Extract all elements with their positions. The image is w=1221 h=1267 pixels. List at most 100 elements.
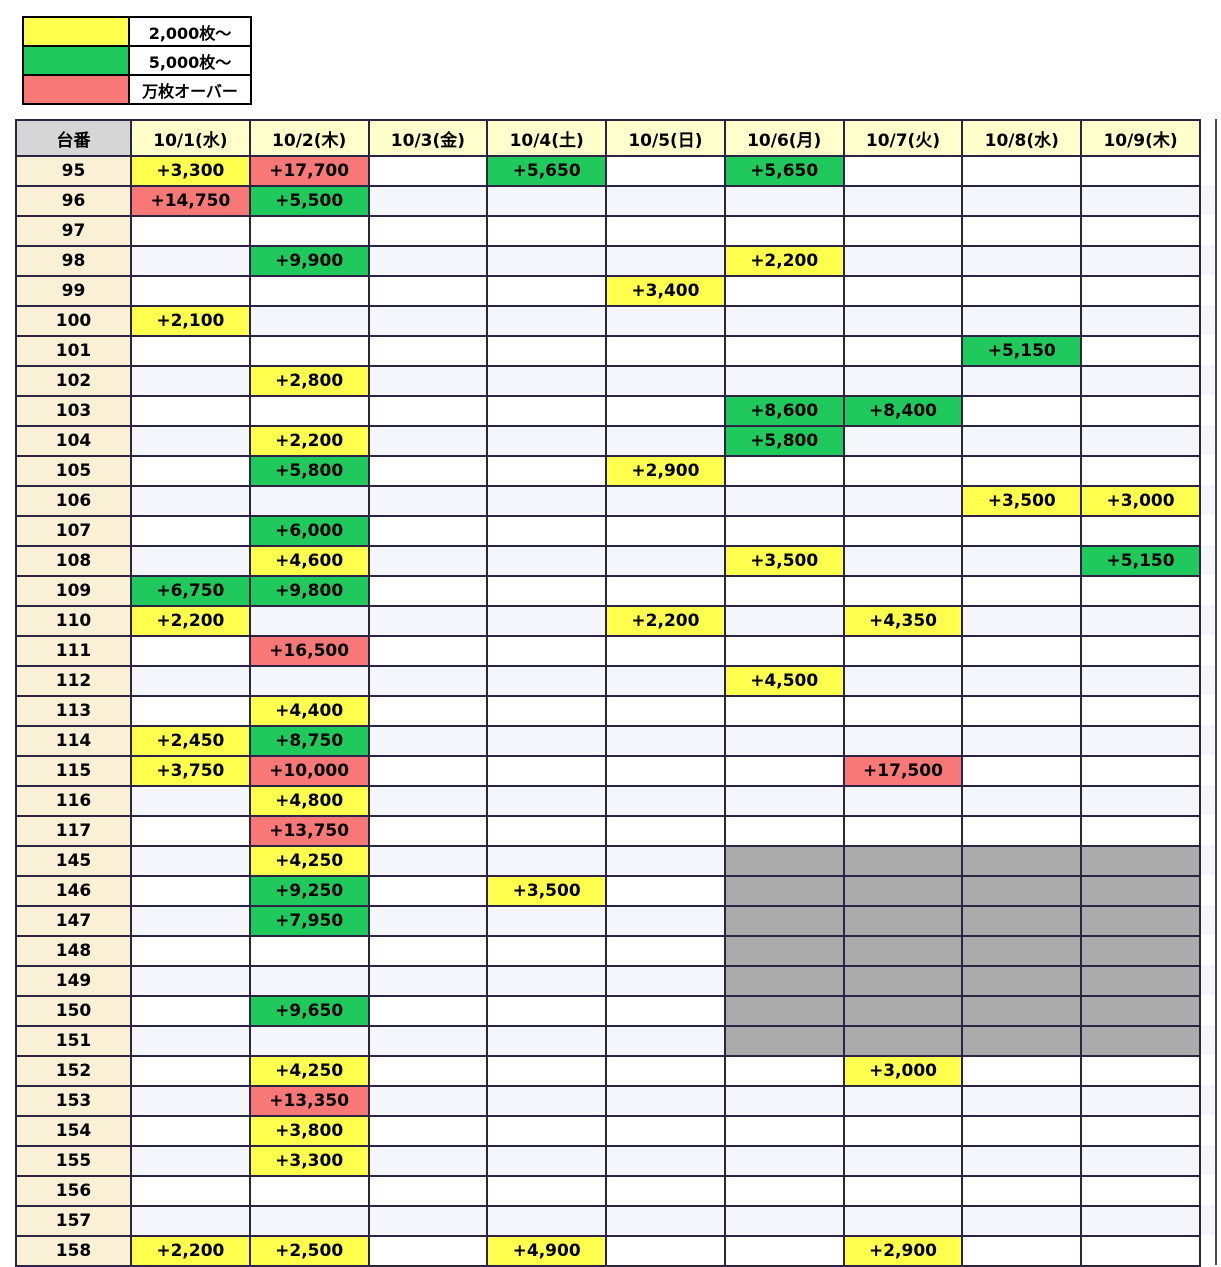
value-cell (961, 965, 1083, 997)
value-cell: +2,450 (130, 725, 251, 757)
value-cell (1080, 245, 1201, 277)
value-cell (605, 725, 726, 757)
machine-number: 155 (15, 1145, 132, 1177)
value-cell (961, 1055, 1083, 1087)
value-cell (130, 515, 251, 547)
value-cell (486, 1055, 608, 1087)
value-cell (605, 785, 726, 817)
value-cell (723, 725, 845, 757)
machine-number: 102 (15, 365, 132, 397)
value-cell (1080, 725, 1201, 757)
table-row: 110 +2,200 +2,200 +4,350 (15, 605, 1201, 637)
value-cell (367, 635, 489, 667)
machine-number: 147 (15, 905, 132, 937)
machine-number: 145 (15, 845, 132, 877)
legend-swatch-green (22, 45, 130, 76)
value-cell: +2,900 (842, 1235, 964, 1267)
value-cell (1080, 1235, 1201, 1267)
value-cell (842, 425, 964, 457)
table-row: 150 +9,650 (15, 995, 1201, 1027)
machine-number: 103 (15, 395, 132, 427)
value-cell (842, 815, 964, 847)
value-cell (367, 995, 489, 1027)
value-cell: +2,200 (605, 605, 726, 637)
machine-number: 96 (15, 185, 132, 217)
table-row: 145 +4,250 (15, 845, 1201, 877)
value-cell (723, 335, 845, 367)
value-cell (605, 815, 726, 847)
value-cell (367, 455, 489, 487)
value-cell (130, 275, 251, 307)
value-cell (248, 605, 370, 637)
value-cell (486, 575, 608, 607)
value-cell (367, 605, 489, 637)
table-row: 102 +2,800 (15, 365, 1201, 397)
value-cell: +5,800 (248, 455, 370, 487)
column-header: 10/4(土) (486, 119, 608, 157)
value-cell: +3,750 (130, 755, 251, 787)
value-cell: +3,500 (723, 545, 845, 577)
value-cell (367, 425, 489, 457)
value-cell (130, 1025, 251, 1057)
value-cell: +10,000 (248, 755, 370, 787)
value-cell (961, 305, 1083, 337)
machine-number: 114 (15, 725, 132, 757)
value-cell: +2,200 (130, 605, 251, 637)
value-cell (961, 635, 1083, 667)
machine-number: 156 (15, 1175, 132, 1207)
value-cell: +9,650 (248, 995, 370, 1027)
value-cell (130, 905, 251, 937)
value-cell (605, 305, 726, 337)
value-cell (486, 845, 608, 877)
table-row: 108 +4,600 +3,500 +5,150 (15, 545, 1201, 577)
machine-number: 117 (15, 815, 132, 847)
value-cell (130, 1205, 251, 1237)
machine-number: 101 (15, 335, 132, 367)
value-cell (130, 965, 251, 997)
value-cell (248, 1025, 370, 1057)
value-cell (961, 245, 1083, 277)
value-cell (605, 905, 726, 937)
value-cell: +4,250 (248, 1055, 370, 1087)
table-row: 109 +6,750 +9,800 (15, 575, 1201, 607)
value-cell (1080, 965, 1201, 997)
value-cell: +3,400 (605, 275, 726, 307)
value-cell (130, 995, 251, 1027)
value-cell (486, 545, 608, 577)
value-cell (961, 1025, 1083, 1057)
value-cell (605, 965, 726, 997)
value-cell (842, 455, 964, 487)
value-cell (248, 965, 370, 997)
value-cell: +2,100 (130, 305, 251, 337)
value-cell (130, 455, 251, 487)
value-cell (961, 605, 1083, 637)
value-cell: +17,700 (248, 155, 370, 187)
value-cell (961, 1205, 1083, 1237)
value-cell (130, 395, 251, 427)
value-cell (723, 365, 845, 397)
value-cell (723, 305, 845, 337)
value-cell (130, 635, 251, 667)
machine-number: 100 (15, 305, 132, 337)
machine-number: 108 (15, 545, 132, 577)
value-cell (486, 215, 608, 247)
table-row: 101 +5,150 (15, 335, 1201, 367)
table-row: 111 +16,500 (15, 635, 1201, 667)
table-row: 152 +4,250 +3,000 (15, 1055, 1201, 1087)
value-cell (130, 245, 251, 277)
value-cell (367, 275, 489, 307)
overflow-column (1201, 119, 1217, 1265)
machine-number: 95 (15, 155, 132, 187)
value-cell: +9,800 (248, 575, 370, 607)
value-cell (605, 1055, 726, 1087)
value-cell (486, 245, 608, 277)
value-cell (130, 215, 251, 247)
value-cell (961, 575, 1083, 607)
value-cell (130, 335, 251, 367)
value-cell (842, 965, 964, 997)
value-cell (486, 905, 608, 937)
value-cell (1080, 755, 1201, 787)
value-cell (248, 1205, 370, 1237)
value-cell (605, 1145, 726, 1177)
table-row: 107 +6,000 (15, 515, 1201, 547)
